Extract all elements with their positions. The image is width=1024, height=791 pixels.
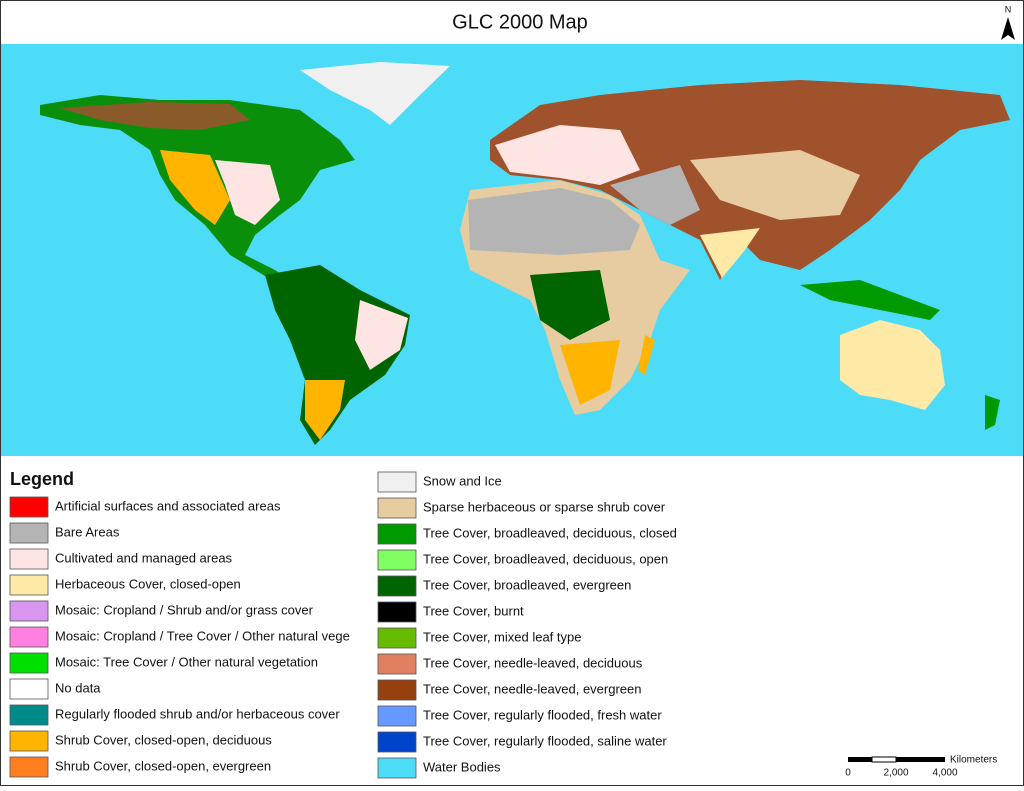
north-label: N bbox=[1005, 4, 1012, 14]
legend-swatch bbox=[9, 496, 49, 518]
legend-swatch bbox=[9, 600, 49, 622]
legend-label: Mosaic: Tree Cover / Other natural veget… bbox=[55, 654, 318, 669]
legend-swatch bbox=[377, 523, 417, 545]
scale-segment bbox=[896, 757, 945, 762]
legend-label: Water Bodies bbox=[423, 759, 501, 774]
legend-label: Tree Cover, broadleaved, evergreen bbox=[423, 577, 631, 592]
central-asia bbox=[690, 150, 860, 220]
legend-swatch bbox=[9, 652, 49, 674]
new-zealand bbox=[985, 395, 1000, 430]
legend-swatch bbox=[9, 730, 49, 752]
legend-swatch bbox=[9, 522, 49, 544]
legend-label: Cultivated and managed areas bbox=[55, 550, 233, 565]
legend-label: Artificial surfaces and associated areas bbox=[55, 498, 281, 513]
legend-swatch bbox=[377, 497, 417, 519]
southern-africa bbox=[560, 340, 620, 405]
legend-label: Tree Cover, mixed leaf type bbox=[423, 629, 581, 644]
legend-label: Shrub Cover, closed-open, evergreen bbox=[55, 758, 271, 773]
map-title: GLC 2000 Map bbox=[452, 11, 588, 33]
india bbox=[700, 228, 760, 278]
legend-swatch bbox=[9, 678, 49, 700]
north-america-east bbox=[215, 160, 280, 225]
legend-title: Legend bbox=[10, 469, 74, 489]
legend-label: Mosaic: Cropland / Tree Cover / Other na… bbox=[55, 628, 350, 643]
legend-label: Tree Cover, needle-leaved, deciduous bbox=[423, 655, 643, 670]
middle-east bbox=[610, 165, 700, 225]
scale-label: 0 bbox=[845, 768, 851, 779]
legend-label: Tree Cover, broadleaved, deciduous, clos… bbox=[423, 525, 677, 540]
legend-label: Snow and Ice bbox=[423, 473, 502, 488]
legend-swatch bbox=[377, 653, 417, 675]
legend-swatch bbox=[9, 756, 49, 778]
scale-label: 4,000 bbox=[932, 768, 957, 779]
legend-swatch bbox=[9, 574, 49, 596]
legend-label: Tree Cover, regularly flooded, fresh wat… bbox=[423, 707, 662, 722]
south-america-south bbox=[305, 380, 345, 440]
north-arrow-shape bbox=[1001, 17, 1015, 40]
world-map bbox=[1, 44, 1023, 456]
legend-swatch bbox=[377, 601, 417, 623]
europe bbox=[495, 125, 640, 185]
legend-label: Tree Cover, broadleaved, deciduous, open bbox=[423, 551, 668, 566]
south-america-east bbox=[355, 300, 408, 370]
legend-swatch bbox=[377, 757, 417, 779]
legend-label: No data bbox=[55, 680, 101, 695]
legend-label: Tree Cover, regularly flooded, saline wa… bbox=[423, 733, 667, 748]
north-america-boreal bbox=[60, 102, 250, 130]
legend-label: Regularly flooded shrub and/or herbaceou… bbox=[55, 706, 340, 721]
scale-segment bbox=[871, 756, 897, 763]
legend-swatch bbox=[9, 704, 49, 726]
sahara bbox=[468, 188, 640, 255]
legend-swatch bbox=[377, 679, 417, 701]
legend-swatch bbox=[377, 471, 417, 493]
legend-label: Bare Areas bbox=[55, 524, 120, 539]
legend: Artificial surfaces and associated areas… bbox=[9, 471, 677, 779]
madagascar bbox=[638, 335, 655, 375]
scale-segment bbox=[848, 757, 872, 762]
scale-unit: Kilometers bbox=[950, 755, 997, 766]
legend-label: Shrub Cover, closed-open, deciduous bbox=[55, 732, 272, 747]
legend-swatch bbox=[9, 626, 49, 648]
north-arrow: N bbox=[1001, 4, 1015, 40]
legend-swatch bbox=[377, 575, 417, 597]
legend-label: Tree Cover, burnt bbox=[423, 603, 524, 618]
legend-label: Mosaic: Cropland / Shrub and/or grass co… bbox=[55, 602, 314, 617]
north-america-west bbox=[160, 150, 230, 225]
legend-swatch bbox=[377, 549, 417, 571]
greenland bbox=[300, 62, 450, 125]
southeast-asia-islands bbox=[800, 280, 940, 320]
congo bbox=[530, 270, 610, 340]
legend-label: Herbaceous Cover, closed-open bbox=[55, 576, 241, 591]
legend-swatch bbox=[377, 731, 417, 753]
legend-label: Tree Cover, needle-leaved, evergreen bbox=[423, 681, 641, 696]
legend-swatch bbox=[377, 627, 417, 649]
australia bbox=[840, 320, 945, 410]
scale-bar: Kilometers 0 2,000 4,000 bbox=[845, 755, 997, 779]
scale-label: 2,000 bbox=[883, 768, 908, 779]
legend-swatch bbox=[377, 705, 417, 727]
legend-label: Sparse herbaceous or sparse shrub cover bbox=[423, 499, 666, 514]
legend-swatch bbox=[9, 548, 49, 570]
